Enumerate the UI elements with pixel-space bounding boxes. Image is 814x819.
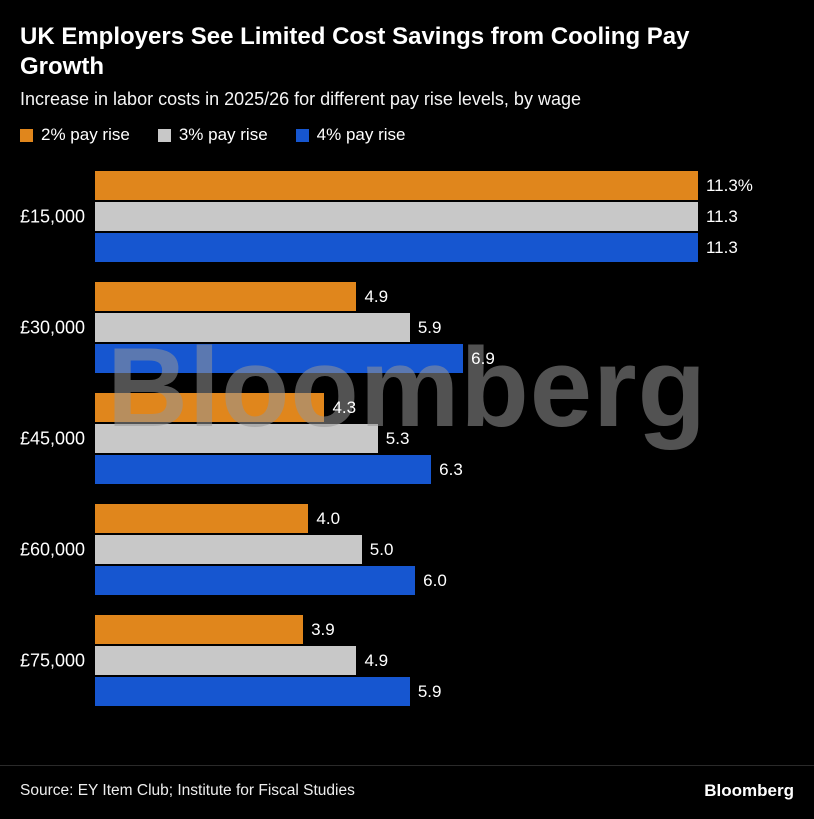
- value-label: 4.9: [364, 650, 389, 670]
- bar-row: 5.3: [95, 424, 794, 453]
- value-label: 3.9: [311, 619, 335, 639]
- bar: [95, 171, 698, 200]
- bar: [95, 424, 378, 453]
- bar-row: 4.3: [95, 393, 794, 422]
- bar: [95, 344, 464, 373]
- bar-group: £75,000 3.9 4.9 5.9: [20, 615, 794, 706]
- bar-row: 6.9: [95, 344, 794, 373]
- legend-swatch-gray-icon: [157, 128, 171, 142]
- bar-row: 11.3: [95, 202, 794, 231]
- bar: [95, 615, 304, 644]
- bar: [95, 646, 357, 675]
- bar: [95, 455, 432, 484]
- bar-row: 5.0: [95, 535, 794, 564]
- value-label: 5.3: [385, 428, 410, 448]
- value-label: 11.3: [705, 237, 738, 257]
- category-label: £45,000: [20, 428, 86, 448]
- value-label: 4.0: [316, 508, 341, 528]
- legend-item-2pct: 2% pay rise: [20, 125, 130, 145]
- bar-group: £60,000 4.0 5.0 6.0: [20, 504, 794, 595]
- bar-rows: 4.0 5.0 6.0: [95, 504, 794, 595]
- legend-swatch-orange-icon: [20, 128, 33, 142]
- chart-header: UK Employers See Limited Cost Savings fr…: [0, 0, 814, 145]
- legend-label: 2% pay rise: [41, 125, 130, 144]
- value-label: 5.9: [417, 317, 442, 337]
- bar-row: 11.3%: [95, 171, 794, 200]
- category-label: £15,000: [20, 206, 86, 226]
- chart-subtitle: Increase in labor costs in 2025/26 for d…: [20, 89, 581, 109]
- value-label: 6.3: [439, 459, 463, 479]
- bar-rows: 3.9 4.9 5.9: [95, 615, 794, 706]
- bar-group: £15,000 11.3% 11.3 11.3: [20, 171, 794, 262]
- bar: [95, 393, 325, 422]
- bar: [95, 677, 410, 706]
- bar-group: £45,000 4.3 5.3 6.3: [20, 393, 794, 484]
- value-label: 4.9: [364, 286, 389, 306]
- bar: [95, 504, 309, 533]
- legend-label: 4% pay rise: [316, 125, 406, 144]
- bloomberg-logo: Bloomberg: [704, 781, 794, 800]
- value-label: 11.3%: [705, 175, 753, 195]
- legend: 2% pay rise 3% pay rise 4% pay rise: [20, 125, 794, 145]
- bar: [95, 535, 362, 564]
- bar: [95, 233, 698, 262]
- bar-group: £30,000 4.9 5.9 6.9: [20, 282, 794, 373]
- source-text: Source: EY Item Club; Institute for Fisc…: [20, 782, 355, 799]
- legend-item-3pct: 3% pay rise: [157, 125, 268, 145]
- value-label: 11.3: [705, 206, 738, 226]
- bar: [95, 313, 410, 342]
- value-label: 6.9: [471, 348, 495, 368]
- legend-label: 3% pay rise: [178, 125, 268, 144]
- legend-swatch-blue-icon: [295, 128, 309, 142]
- bar: [95, 282, 357, 311]
- bar-row: 4.9: [95, 282, 794, 311]
- category-label: £75,000: [20, 650, 86, 670]
- value-label: 5.0: [369, 539, 394, 559]
- legend-item-4pct: 4% pay rise: [295, 125, 406, 145]
- category-label: £60,000: [20, 539, 86, 559]
- bar-row: 6.3: [95, 455, 794, 484]
- bar-row: 6.0: [95, 566, 794, 595]
- value-label: 6.0: [423, 570, 447, 590]
- chart-title: UK Employers See Limited Cost Savings fr…: [20, 23, 690, 80]
- bar-row: 11.3: [95, 233, 794, 262]
- bar-row: 5.9: [95, 677, 794, 706]
- value-label: 4.3: [332, 397, 357, 417]
- bar-rows: 11.3% 11.3 11.3: [95, 171, 794, 262]
- bar-rows: 4.9 5.9 6.9: [95, 282, 794, 373]
- bar-rows: 4.3 5.3 6.3: [95, 393, 794, 484]
- bar-row: 4.0: [95, 504, 794, 533]
- bar-row: 4.9: [95, 646, 794, 675]
- bar-row: 3.9: [95, 615, 794, 644]
- bar: [95, 202, 698, 231]
- bar-row: 5.9: [95, 313, 794, 342]
- bar: [95, 566, 416, 595]
- category-label: £30,000: [20, 317, 86, 337]
- chart-area: £15,000 11.3% 11.3 11.3 £30,000 4.9 5.9 6.9 £45,…: [0, 171, 814, 706]
- value-label: 5.9: [417, 681, 442, 701]
- chart-footer: Source: EY Item Club; Institute for Fisc…: [0, 765, 814, 819]
